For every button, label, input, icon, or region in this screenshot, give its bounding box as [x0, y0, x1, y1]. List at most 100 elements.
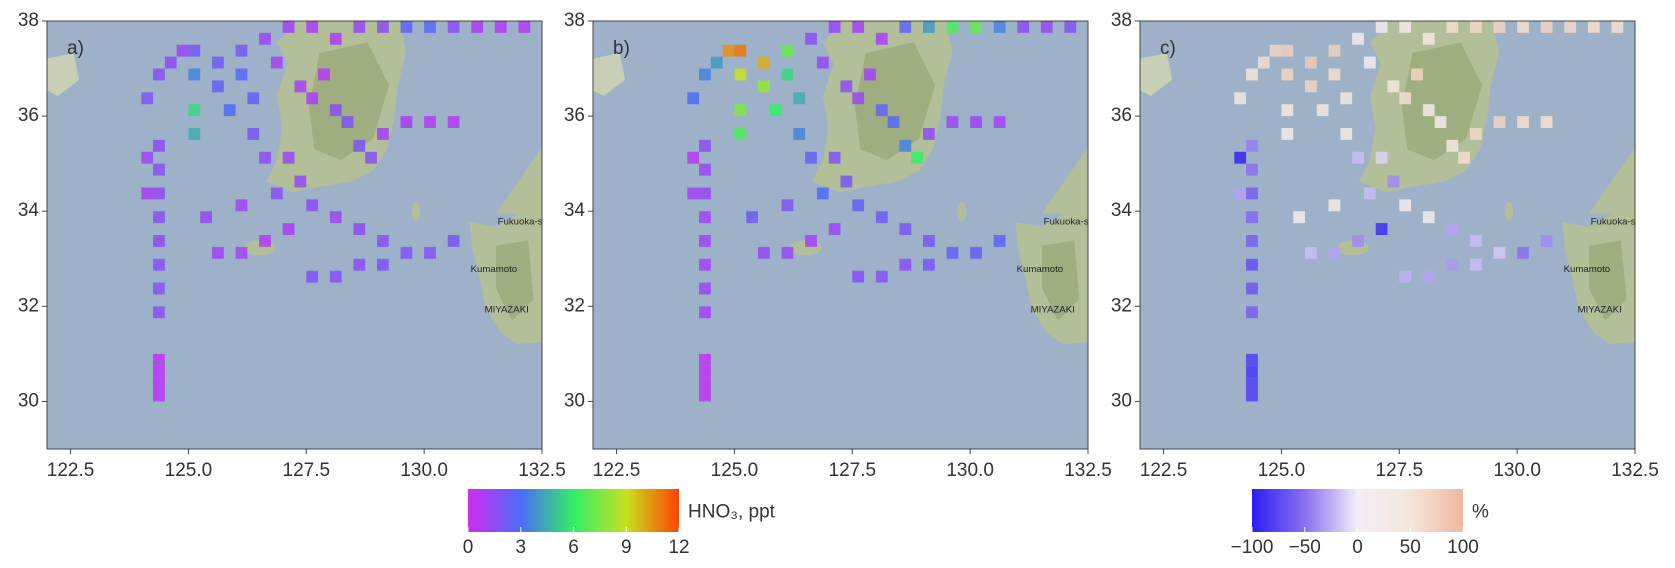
grid-cell	[153, 187, 165, 200]
grid-cell	[875, 104, 888, 117]
grid-cell	[1246, 353, 1258, 366]
grid-cell	[447, 116, 460, 128]
grid-cell	[377, 258, 389, 271]
grid-cell	[864, 68, 876, 81]
x-tick-label: 132.5	[1064, 460, 1112, 481]
plot-frame	[1139, 20, 1636, 450]
grid-cell	[699, 187, 711, 200]
grid-cell	[781, 246, 794, 259]
grid-cell	[1017, 21, 1030, 33]
grid-cell	[1493, 116, 1506, 128]
grid-cell	[699, 377, 711, 390]
grid-cell	[911, 151, 923, 164]
grid-cell	[1257, 56, 1270, 69]
y-tick-label: 36	[1111, 105, 1132, 126]
grid-cell	[828, 223, 841, 235]
grid-cell	[1446, 21, 1459, 33]
grid-cell	[1493, 246, 1506, 259]
y-tick-label: 30	[564, 390, 585, 411]
grid-cell	[188, 68, 201, 81]
grid-cell	[816, 187, 829, 200]
grid-cell	[1246, 365, 1258, 378]
colorbar-tick-label: −100	[1231, 537, 1274, 558]
y-tick-label: 34	[18, 200, 40, 221]
grid-cell	[141, 151, 154, 164]
grid-cell	[1281, 44, 1294, 57]
grid-cell	[946, 21, 959, 33]
grid-cell	[687, 92, 700, 105]
x-tick-label: 125.0	[711, 460, 759, 481]
grid-cell	[1387, 175, 1400, 188]
colorbar-tick-label: −50	[1289, 537, 1321, 558]
grid-cell	[781, 44, 794, 57]
colorbar-tick-label: 0	[1352, 537, 1363, 558]
grid-cell	[1269, 44, 1282, 57]
grid-cell	[377, 128, 389, 140]
y-tick-label: 36	[18, 105, 39, 126]
grid-cell	[200, 211, 212, 224]
grid-cell	[235, 246, 248, 259]
grid-cell	[153, 365, 165, 378]
colorbar-tick-label: 9	[621, 537, 632, 558]
grid-cell	[1305, 80, 1317, 93]
grid-cell	[899, 21, 912, 33]
grid-cell	[840, 80, 853, 93]
grid-cell	[153, 353, 165, 366]
grid-cell	[153, 389, 165, 402]
grid-cell	[687, 187, 700, 200]
grid-cell	[923, 235, 935, 247]
grid-cell	[176, 44, 189, 57]
grid-cell	[758, 56, 770, 69]
grid-cell	[282, 223, 295, 235]
grid-cell	[1281, 104, 1294, 117]
grid-cell	[899, 223, 912, 235]
grid-cell	[1281, 68, 1294, 81]
grid-cell	[805, 235, 817, 247]
grid-cell	[306, 92, 319, 105]
grid-cell	[923, 128, 935, 140]
colorbar-label: %	[1472, 502, 1489, 523]
grid-cell	[353, 139, 366, 152]
x-tick-label: 122.5	[1140, 460, 1188, 481]
grid-cell	[329, 32, 342, 45]
colorbar-tick-label: 12	[668, 537, 689, 558]
grid-cell	[1328, 246, 1341, 259]
grid-cell	[1340, 128, 1353, 140]
grid-cell	[1446, 223, 1459, 235]
y-tick-label: 32	[1111, 295, 1132, 316]
grid-cell	[746, 211, 758, 224]
map-label: Kumamoto	[471, 264, 517, 275]
grid-cell	[353, 21, 366, 33]
grid-cell	[1470, 258, 1482, 271]
grid-cell	[223, 104, 236, 117]
x-tick-label: 122.5	[47, 460, 95, 481]
grid-cell	[852, 199, 865, 212]
colorbar-tick-label: 3	[515, 537, 526, 558]
grid-cell	[734, 128, 747, 140]
grid-cell	[306, 270, 319, 283]
grid-cell	[1399, 92, 1412, 105]
map-label: MIYAZAKI	[1578, 304, 1622, 315]
grid-cell	[377, 235, 389, 247]
grid-cell	[687, 151, 700, 164]
grid-cell	[1517, 246, 1529, 259]
grid-cell	[400, 116, 413, 128]
x-tick-label: 130.0	[400, 460, 448, 481]
grid-cell	[758, 246, 770, 259]
grid-cell	[400, 246, 413, 259]
grid-cell	[424, 21, 436, 33]
grid-cell	[699, 258, 711, 271]
grid-cell	[1422, 211, 1435, 224]
grid-cell	[1234, 151, 1247, 164]
grid-cell	[699, 235, 711, 247]
map-background: Fukuoka-shi MIYAZAKI Kumamoto	[47, 21, 542, 449]
grid-cell	[993, 116, 1006, 128]
grid-cell	[153, 68, 165, 81]
grid-cell	[793, 128, 806, 140]
grid-cell	[899, 139, 912, 152]
map-label: Fukuoka-shi	[1591, 217, 1643, 228]
grid-cell	[852, 92, 865, 105]
grid-cell	[970, 21, 982, 33]
grid-cell	[1246, 163, 1258, 176]
grid-cell	[153, 235, 165, 247]
